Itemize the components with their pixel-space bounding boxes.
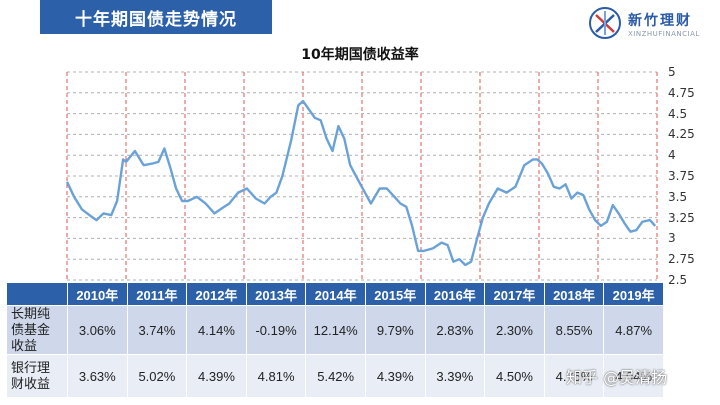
year-header-cell: 2015年 [364, 282, 426, 306]
logo-subtitle: XINZHUFINANCIAL [628, 30, 700, 38]
value-cell: 4.50% [484, 354, 545, 398]
yield-series-line [65, 99, 657, 267]
y-tick-label: 4.5 [668, 106, 688, 121]
table-corner-cell [6, 282, 68, 306]
value-cell: 3.06% [67, 305, 128, 355]
value-cell: 5.42% [305, 354, 366, 398]
value-cell: 4.87% [603, 305, 664, 355]
row-label-line: 银行理 [11, 360, 51, 375]
value-cell: 3.74% [126, 305, 188, 355]
value-cell: 2.83% [424, 305, 486, 355]
row-label-line: 收益 [11, 338, 38, 353]
y-tick-label: 4.25 [668, 127, 695, 142]
row-label: 银行理 财收益 [6, 354, 68, 398]
value-cell: 2.30% [484, 305, 545, 355]
banner-title: 十年期国债走势情况 [75, 9, 237, 30]
value-cell: 4.75% [543, 354, 605, 398]
bamboo-logo-icon [589, 7, 621, 39]
value-cell: 3.63% [67, 354, 128, 398]
year-header-cell: 2017年 [484, 282, 545, 306]
watermark: 知乎 @吴清扬 [566, 368, 668, 387]
value-cell: -0.19% [245, 305, 307, 355]
header-banner: 十年期国债走势情况 [40, 0, 272, 34]
row-label-line: 债基金 [11, 322, 51, 337]
value-cell: 3.39% [424, 354, 486, 398]
year-header-cell: 2014年 [305, 282, 366, 306]
brand-logo: 新竹理财 XINZHUFINANCIAL [588, 6, 716, 46]
value-cell: 4.81% [245, 354, 307, 398]
y-tick-label: 5 [668, 65, 676, 79]
chart-title: 10年期国债收益率 [301, 47, 419, 63]
value-cell: 9.79% [364, 305, 426, 355]
y-tick-label: 2.75 [668, 252, 695, 267]
year-header-cell: 2016年 [424, 282, 486, 306]
value-cell: 4.04% [603, 354, 664, 398]
y-tick-label: 3.75 [668, 169, 695, 183]
table-row: 银行理 财收益 3.63% 5.02% 4.39% 4.81% 5.42% 4.39% 3.39… [6, 354, 664, 398]
value-cell: 12.14% [305, 305, 366, 355]
value-cell: 4.14% [186, 305, 247, 355]
y-tick-label: 3.25 [668, 210, 695, 225]
logo-name: 新竹理财 [628, 13, 692, 29]
year-header-cell: 2012年 [186, 282, 247, 306]
row-label-line: 长期纯 [11, 306, 51, 321]
table-header-row: 2010年 2011年 2012年 2013年 2014年 2015年 2016年 2017年… [6, 282, 664, 306]
value-cell: 4.39% [364, 354, 426, 398]
value-cell: 8.55% [543, 305, 605, 355]
y-tick-label: 2.5 [668, 273, 688, 287]
returns-table: 2010年 2011年 2012年 2013年 2014年 2015年 2016年 2017年… [6, 282, 664, 398]
year-header-cell: 2011年 [126, 282, 188, 306]
year-header-cell: 2018年 [543, 282, 605, 306]
y-tick-label: 3 [668, 231, 676, 246]
y-tick-label: 3.5 [668, 189, 688, 204]
year-header-cell: 2010年 [67, 282, 128, 306]
value-cell: 4.39% [186, 354, 247, 398]
row-label-line: 财收益 [11, 376, 51, 391]
y-tick-label: 4 [668, 148, 676, 163]
y-tick-label: 4.75 [668, 85, 695, 100]
table-row: 长期纯 债基金 收益 3.06% 3.74% 4.14% -0.19% 12.14% 9.79%… [6, 305, 664, 355]
row-label: 长期纯 债基金 收益 [6, 305, 68, 355]
year-header-cell: 2019年 [603, 282, 664, 306]
year-header-cell: 2013年 [245, 282, 307, 306]
value-cell: 5.02% [126, 354, 188, 398]
